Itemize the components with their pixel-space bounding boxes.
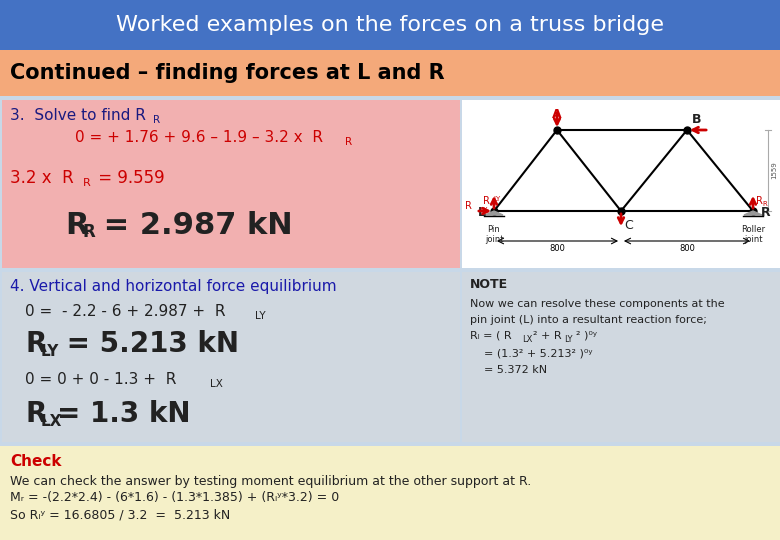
FancyBboxPatch shape (0, 0, 780, 50)
Text: R: R (345, 137, 352, 147)
FancyBboxPatch shape (462, 272, 780, 442)
Text: = 2.987 kN: = 2.987 kN (93, 211, 292, 240)
Text: A: A (552, 108, 562, 121)
FancyBboxPatch shape (2, 272, 460, 442)
Text: R: R (762, 201, 767, 207)
Text: LY: LY (493, 196, 500, 202)
Text: Rₗ = ( R: Rₗ = ( R (470, 331, 512, 341)
Text: R: R (25, 330, 46, 358)
Text: ² )⁰ʸ: ² )⁰ʸ (576, 331, 597, 341)
Text: 800: 800 (679, 244, 695, 253)
FancyBboxPatch shape (0, 446, 780, 540)
Text: C: C (624, 219, 633, 232)
Text: LX: LX (479, 207, 488, 213)
Text: 800: 800 (550, 244, 566, 253)
Text: R: R (465, 201, 472, 211)
Text: R: R (761, 206, 771, 219)
Text: Worked examples on the forces on a truss bridge: Worked examples on the forces on a truss… (116, 15, 664, 35)
Text: 0 = + 1.76 + 9.6 – 1.9 – 3.2 x  R: 0 = + 1.76 + 9.6 – 1.9 – 3.2 x R (75, 131, 323, 145)
Text: 3.  Solve to find R: 3. Solve to find R (10, 109, 146, 124)
Text: LX: LX (41, 414, 62, 429)
Text: 4. Vertical and horizontal force equilibrium: 4. Vertical and horizontal force equilib… (10, 280, 337, 294)
Text: B: B (692, 113, 701, 126)
Text: R: R (83, 223, 96, 241)
Text: pin joint (L) into a resultant reaction force;: pin joint (L) into a resultant reaction … (470, 315, 707, 325)
Text: Roller
joint: Roller joint (741, 225, 765, 245)
Text: Now we can resolve these components at the: Now we can resolve these components at t… (470, 299, 725, 309)
Text: R: R (483, 196, 490, 206)
Text: = 1.3 kN: = 1.3 kN (57, 400, 190, 428)
Text: 0 =  - 2.2 - 6 + 2.987 +  R: 0 = - 2.2 - 6 + 2.987 + R (25, 305, 225, 320)
Text: LX: LX (522, 335, 533, 345)
FancyBboxPatch shape (462, 100, 780, 268)
Text: Check: Check (10, 455, 62, 469)
Polygon shape (485, 211, 503, 215)
Text: = (1.3² + 5.213² )⁰ʸ: = (1.3² + 5.213² )⁰ʸ (470, 349, 593, 359)
Text: R: R (756, 196, 763, 206)
Text: 0 = 0 + 0 - 1.3 +  R: 0 = 0 + 0 - 1.3 + R (25, 373, 176, 388)
Text: = 5.372 kN: = 5.372 kN (470, 365, 547, 375)
Text: LY: LY (255, 311, 266, 321)
Polygon shape (744, 211, 762, 215)
Text: LX: LX (210, 379, 223, 389)
Text: So Rₗʸ = 16.6805 / 3.2  =  5.213 kN: So Rₗʸ = 16.6805 / 3.2 = 5.213 kN (10, 509, 230, 522)
Text: We can check the answer by testing moment equilibrium at the other support at R.: We can check the answer by testing momen… (10, 475, 531, 488)
Text: R: R (25, 400, 46, 428)
Text: L: L (478, 206, 486, 219)
FancyBboxPatch shape (2, 100, 460, 268)
Text: Pin
joint: Pin joint (484, 225, 503, 245)
Text: Continued – finding forces at L and R: Continued – finding forces at L and R (10, 63, 445, 83)
Text: R: R (65, 211, 88, 240)
Text: R: R (83, 178, 90, 188)
Text: ² + R: ² + R (533, 331, 562, 341)
Text: = 5.213 kN: = 5.213 kN (57, 330, 239, 358)
FancyBboxPatch shape (0, 50, 780, 96)
Text: NOTE: NOTE (470, 279, 508, 292)
Text: LY: LY (564, 335, 573, 345)
Text: 1559: 1559 (771, 161, 777, 179)
Text: R: R (153, 115, 160, 125)
Text: = 9.559: = 9.559 (93, 169, 165, 187)
Text: Mᵣ = -(2.2*2.4) - (6*1.6) - (1.3*1.385) + (Rₗʸ*3.2) = 0: Mᵣ = -(2.2*2.4) - (6*1.6) - (1.3*1.385) … (10, 491, 339, 504)
Text: LY: LY (41, 343, 59, 359)
Text: 3.2 x  R: 3.2 x R (10, 169, 74, 187)
